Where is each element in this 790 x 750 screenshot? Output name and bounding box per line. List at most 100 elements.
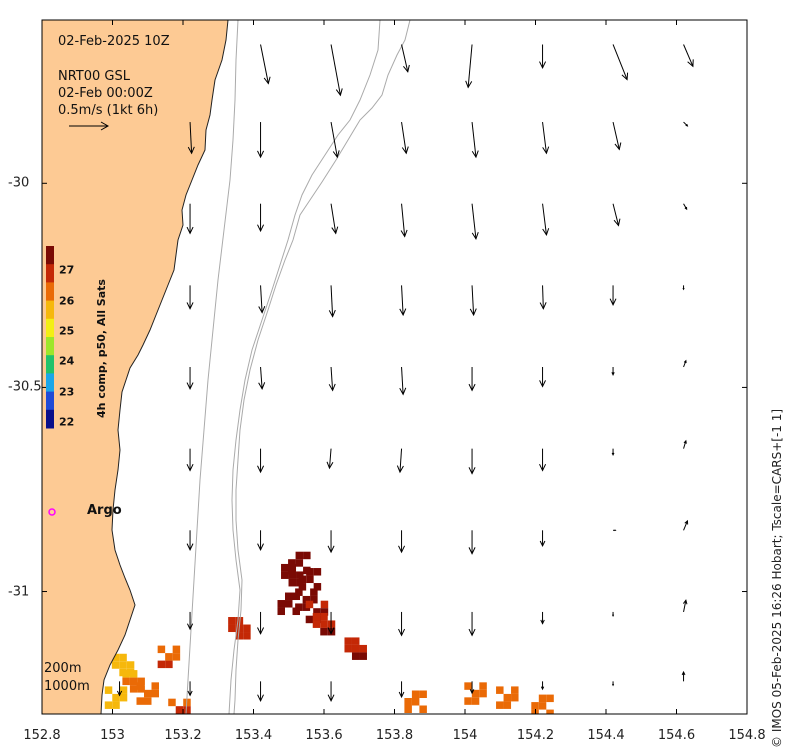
colorbar-tick-label: 27 xyxy=(59,263,75,277)
sst-cell xyxy=(112,701,120,709)
x-tick-label: 153.8 xyxy=(375,728,414,743)
sst-cell xyxy=(144,689,152,698)
x-tick-label: 154.6 xyxy=(657,728,696,743)
current-arrow xyxy=(612,44,629,81)
current-arrow xyxy=(683,121,689,127)
sst-cell xyxy=(111,653,120,662)
sst-cell xyxy=(351,644,360,653)
current-arrow xyxy=(258,285,266,314)
sst-cell xyxy=(351,637,360,645)
sst-cell xyxy=(137,677,145,686)
current-arrow xyxy=(258,366,266,390)
sst-cell xyxy=(129,670,138,678)
current-arrow xyxy=(399,366,407,396)
sst-cell xyxy=(305,615,314,624)
current-arrow xyxy=(683,203,688,211)
sst-cell xyxy=(306,568,314,576)
current-arrow xyxy=(683,439,687,449)
sst-cell xyxy=(471,697,480,705)
sst-cell xyxy=(165,653,173,661)
sst-cell xyxy=(104,701,113,709)
sst-cell xyxy=(298,583,307,591)
colorbar-tick-label: 23 xyxy=(59,385,75,399)
sst-cell xyxy=(175,706,184,714)
sst-cell xyxy=(538,702,547,710)
current-arrow xyxy=(682,599,688,613)
current-arrow xyxy=(468,448,476,475)
sst-cell xyxy=(151,682,159,690)
sst-cell xyxy=(464,682,472,690)
sst-cell xyxy=(464,697,472,705)
sst-cell xyxy=(359,644,367,653)
current-arrow xyxy=(683,359,687,368)
current-arrow xyxy=(330,121,340,159)
current-arrow xyxy=(612,121,622,151)
current-arrow xyxy=(683,519,689,531)
sst-cell xyxy=(306,575,314,584)
current-arrow xyxy=(330,203,339,235)
colorbar-segment xyxy=(46,337,54,356)
sst-cell xyxy=(288,563,297,572)
current-arrow xyxy=(465,44,473,89)
sst-cell xyxy=(296,578,304,587)
current-arrow xyxy=(186,285,194,310)
current-arrow xyxy=(186,203,194,235)
sst-cell xyxy=(310,588,318,596)
current-arrow xyxy=(186,611,194,631)
current-arrow xyxy=(540,681,545,691)
sst-cell xyxy=(136,697,144,705)
sst-cell xyxy=(419,705,427,714)
sst-cell xyxy=(320,620,328,628)
colorbar-segment xyxy=(46,300,54,320)
sst-cell xyxy=(296,571,304,579)
current-arrow xyxy=(257,681,264,702)
current-arrow xyxy=(468,530,476,555)
sst-cell xyxy=(313,608,321,616)
current-arrow xyxy=(682,285,685,291)
sst-cell xyxy=(411,690,420,699)
x-tick-label: 154.8 xyxy=(728,728,766,743)
current-arrow xyxy=(611,448,615,457)
x-tick-label: 153.4 xyxy=(234,728,273,743)
current-arrow xyxy=(401,121,409,155)
current-arrow xyxy=(330,44,343,97)
sst-cell xyxy=(243,632,251,640)
colorbar-segment xyxy=(46,355,54,374)
sst-cell xyxy=(157,645,166,654)
axis-tick-marks xyxy=(41,20,748,714)
sst-cell xyxy=(359,652,367,660)
colorbar xyxy=(46,246,54,429)
sst-cell xyxy=(404,705,412,714)
x-tick-label: 154 xyxy=(452,728,478,743)
map-source: NRT00 GSL xyxy=(58,69,130,84)
sst-cell xyxy=(288,571,297,579)
sst-cell xyxy=(168,698,176,707)
current-arrow xyxy=(468,367,476,392)
sst-cell xyxy=(295,603,303,611)
current-arrow xyxy=(326,448,334,470)
sst-cell xyxy=(288,578,297,587)
sst-cell xyxy=(122,670,130,678)
current-arrow xyxy=(257,203,265,233)
sst-cell xyxy=(538,694,547,703)
sst-cell xyxy=(172,645,181,654)
sst-cell xyxy=(126,661,135,669)
sst-cell xyxy=(292,592,300,601)
sst-cell xyxy=(285,592,293,601)
x-tick-label: 153 xyxy=(100,728,125,743)
sst-cell xyxy=(320,627,328,636)
sst-cell xyxy=(228,617,236,625)
sst-cell xyxy=(404,698,412,706)
sst-cell xyxy=(122,677,130,686)
x-tick-label: 154.4 xyxy=(587,728,625,743)
sst-cell xyxy=(112,693,120,702)
colorbar-tick-label: 24 xyxy=(59,354,75,368)
sst-cell xyxy=(119,653,127,662)
sst-cell xyxy=(144,697,152,705)
current-arrow xyxy=(398,611,406,637)
sst-cell xyxy=(157,660,166,669)
current-arrow xyxy=(612,203,621,227)
sst-cell xyxy=(351,652,360,660)
sst-cell xyxy=(496,686,504,694)
